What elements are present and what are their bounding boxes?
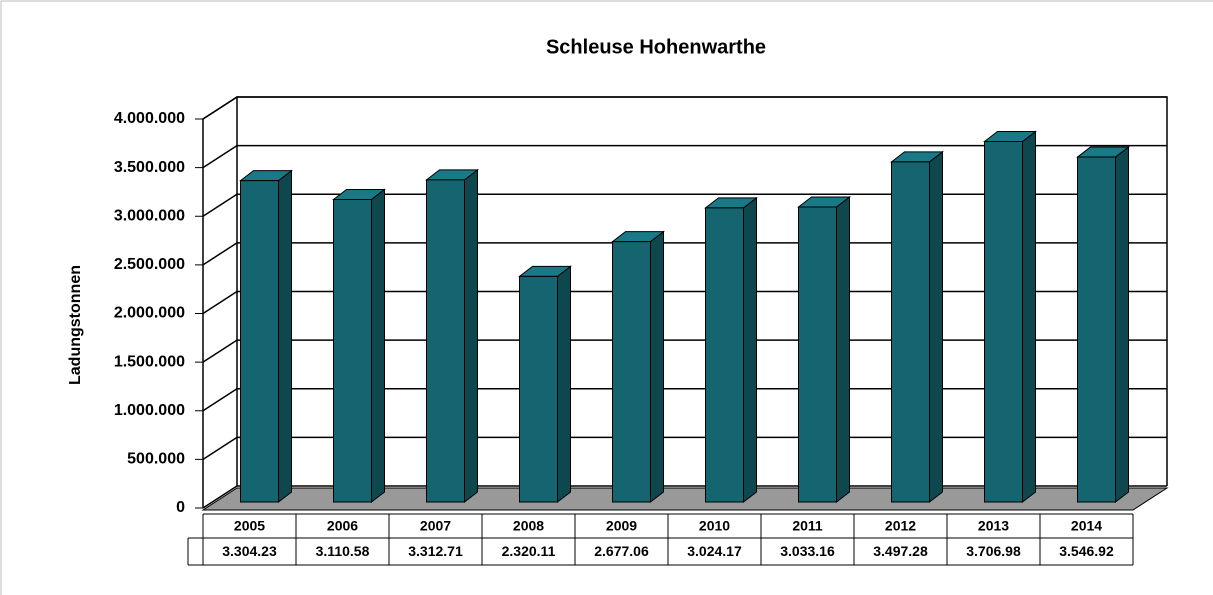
x-tick-label: 2012: [885, 518, 916, 534]
bar-side: [743, 196, 757, 504]
bar-side: [464, 168, 478, 504]
x-tick-label: 2013: [978, 518, 1009, 534]
y-tick-label: 4.000.000: [114, 110, 185, 127]
bar-front: [798, 206, 837, 503]
bar-side: [650, 230, 664, 504]
value-label: 2.320.11: [502, 543, 556, 559]
grid-line: [202, 96, 1167, 120]
bar: [518, 265, 572, 504]
bar-side: [1115, 146, 1129, 504]
value-label: 3.033.16: [780, 543, 835, 559]
y-tick-label: 3.500.000: [114, 159, 185, 176]
x-tick-label: 2008: [513, 518, 544, 534]
x-tick-label: 2011: [792, 518, 823, 534]
bar: [890, 150, 944, 504]
bar-side: [278, 169, 292, 504]
bar: [425, 168, 479, 504]
value-label: 3.546.92: [1059, 543, 1114, 559]
value-label: 3.706.98: [966, 543, 1021, 559]
grid-line: [202, 193, 1167, 217]
bar: [1076, 146, 1130, 504]
bar-front: [333, 198, 372, 503]
bar: [983, 130, 1037, 504]
x-tick-label: 2005: [234, 518, 265, 534]
bar: [704, 196, 758, 504]
chart-title: Schleuse Hohenwarthe: [546, 36, 766, 58]
bar-front: [891, 161, 930, 503]
bar-front: [1077, 156, 1116, 503]
bar-side: [557, 265, 571, 504]
value-label: 2.677.06: [594, 543, 649, 559]
grid-line: [202, 339, 1167, 363]
bar-side: [1022, 130, 1036, 504]
x-tick-label: 2010: [699, 518, 730, 534]
bar-front: [519, 275, 558, 503]
x-tick-label: 2006: [327, 518, 358, 534]
value-label: 3.024.17: [687, 543, 742, 559]
x-tick-label: 2007: [420, 518, 451, 534]
bar: [611, 230, 665, 504]
grid-line: [202, 388, 1167, 412]
grid-line: [202, 242, 1167, 266]
y-tick-label: 1.000.000: [114, 402, 185, 419]
value-label: 3.312.71: [408, 543, 463, 559]
bar: [332, 188, 386, 504]
value-label: 3.304.23: [222, 543, 277, 559]
y-axis-label: Ladungstonnen: [67, 265, 84, 385]
y-tick-label: 2.500.000: [114, 256, 185, 273]
value-label: 3.497.28: [873, 543, 928, 559]
y-tick-label: 500.000: [127, 451, 185, 468]
x-tick-label: 2014: [1071, 518, 1102, 534]
bar-side: [836, 196, 850, 504]
bar-front: [240, 180, 279, 503]
bar-front: [984, 140, 1023, 503]
bar-side: [371, 188, 385, 504]
value-label: 3.110.58: [316, 543, 370, 559]
y-tick-label: 0: [176, 499, 185, 516]
bar-front: [705, 207, 744, 503]
bar: [239, 169, 293, 504]
bar: [797, 196, 851, 504]
grid-line: [202, 485, 1167, 509]
bar-side: [929, 150, 943, 504]
y-tick-label: 2.000.000: [114, 305, 185, 322]
x-tick-label: 2009: [606, 518, 637, 534]
bar-front: [426, 179, 465, 503]
grid-line: [202, 436, 1167, 461]
y-tick-label: 1.500.000: [114, 353, 185, 370]
grid-line: [202, 290, 1167, 315]
bar-front: [612, 241, 651, 503]
grid-line: [202, 144, 1167, 169]
y-tick-label: 3.000.000: [114, 207, 185, 224]
